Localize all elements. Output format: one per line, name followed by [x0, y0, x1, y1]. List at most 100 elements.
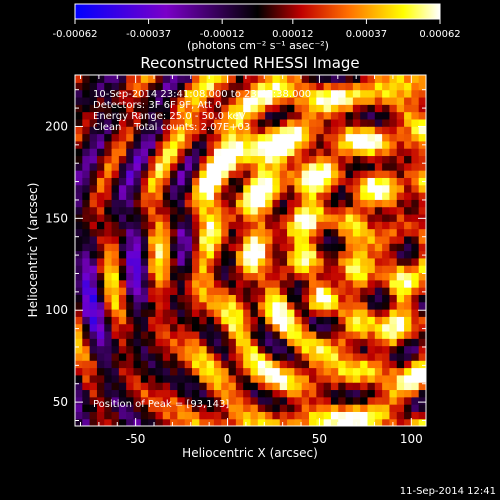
heatmap-cell	[228, 155, 237, 164]
heatmap-cell	[118, 338, 127, 347]
heatmap-cell	[177, 330, 186, 339]
heatmap-cell	[148, 213, 157, 222]
heatmap-cell	[404, 170, 412, 178]
heatmap-cell	[82, 228, 91, 237]
heatmap-cell	[404, 294, 412, 303]
heatmap-cell	[111, 279, 120, 288]
heatmap-cell	[140, 199, 149, 208]
heatmap-cell	[367, 301, 376, 310]
heatmap-cell	[133, 323, 142, 332]
heatmap-cell	[206, 323, 215, 332]
heatmap-cell	[418, 235, 426, 244]
heatmap-cell	[411, 162, 420, 171]
heatmap-cell	[309, 404, 317, 412]
heatmap-cell	[352, 287, 361, 295]
heatmap-cell	[338, 243, 347, 252]
heatmap-cell	[360, 221, 369, 230]
heatmap-cell	[360, 89, 369, 98]
heatmap-cell	[199, 345, 208, 354]
heatmap-cell	[272, 177, 281, 186]
heatmap-cell	[192, 382, 200, 391]
heatmap-cell	[287, 330, 295, 339]
heatmap-cell	[104, 272, 113, 281]
heatmap-cell	[170, 89, 178, 98]
heatmap-cell	[177, 118, 186, 127]
heatmap-cell	[235, 352, 244, 361]
heatmap-cell	[374, 206, 383, 215]
heatmap-cell	[118, 418, 127, 426]
heatmap-cell	[374, 309, 383, 317]
heatmap-cell	[272, 396, 281, 405]
heatmap-cell	[250, 184, 259, 193]
heatmap-cell	[177, 184, 186, 193]
heatmap-cell	[257, 126, 266, 135]
heatmap-cell	[301, 294, 310, 303]
heatmap-cell	[213, 389, 222, 398]
heatmap-cell	[396, 294, 405, 303]
heatmap-cell	[228, 374, 237, 383]
heatmap-cell	[367, 360, 376, 369]
heatmap-cell	[257, 272, 266, 281]
heatmap-cell	[111, 213, 120, 222]
heatmap-cell	[155, 323, 164, 332]
heatmap-cell	[309, 177, 317, 186]
heatmap-cell	[287, 279, 295, 288]
heatmap-cell	[294, 411, 303, 420]
heatmap-cell	[323, 184, 332, 193]
heatmap-cell	[360, 389, 369, 398]
heatmap-cell	[360, 411, 369, 420]
heatmap-cell	[294, 140, 303, 149]
heatmap-cell	[170, 235, 178, 244]
heatmap-cell	[170, 118, 178, 127]
heatmap-cell	[192, 75, 200, 83]
heatmap-cell	[345, 133, 354, 142]
heatmap-cell	[170, 96, 178, 105]
heatmap-cell	[396, 345, 405, 354]
heatmap-cell	[294, 206, 303, 215]
heatmap-cell	[89, 228, 98, 237]
heatmap-cell	[133, 360, 142, 369]
heatmap-cell	[89, 323, 98, 332]
heatmap-cell	[213, 396, 222, 405]
heatmap-cell	[118, 111, 127, 120]
heatmap-cell	[309, 330, 317, 339]
heatmap-cell	[294, 235, 303, 244]
heatmap-cell	[75, 404, 83, 412]
heatmap-cell	[345, 184, 354, 193]
heatmap-cell	[294, 96, 303, 105]
heatmap-cell	[243, 323, 252, 332]
heatmap-cell	[389, 411, 398, 420]
heatmap-cell	[360, 206, 369, 215]
heatmap-cell	[396, 404, 405, 412]
heatmap-cell	[330, 199, 339, 208]
heatmap-cell	[184, 287, 193, 295]
heatmap-cell	[199, 133, 208, 142]
heatmap-cell	[272, 279, 281, 288]
heatmap-cell	[126, 272, 135, 281]
heatmap-cell	[104, 140, 113, 149]
heatmap-cell	[206, 184, 215, 193]
heatmap-cell	[243, 96, 252, 105]
heatmap-cell	[213, 411, 222, 420]
heatmap-cell	[404, 250, 412, 259]
heatmap-cell	[199, 338, 208, 347]
heatmap-cell	[199, 382, 208, 391]
heatmap-cell	[148, 396, 157, 405]
heatmap-cell	[184, 345, 193, 354]
heatmap-cell	[367, 345, 376, 354]
heatmap-cell	[411, 228, 420, 237]
heatmap-cell	[235, 155, 244, 164]
heatmap-cell	[243, 118, 252, 127]
heatmap-cell	[199, 279, 208, 288]
heatmap-cell	[294, 126, 303, 135]
heatmap-cell	[96, 250, 105, 259]
heatmap-cell	[170, 184, 178, 193]
heatmap-cell	[199, 228, 208, 237]
heatmap-cell	[155, 235, 164, 244]
heatmap-cell	[221, 265, 230, 274]
heatmap-cell	[75, 126, 83, 135]
heatmap-cell	[323, 140, 332, 149]
heatmap-cell	[250, 301, 259, 310]
heatmap-cell	[192, 272, 200, 281]
heatmap-cell	[170, 140, 178, 149]
